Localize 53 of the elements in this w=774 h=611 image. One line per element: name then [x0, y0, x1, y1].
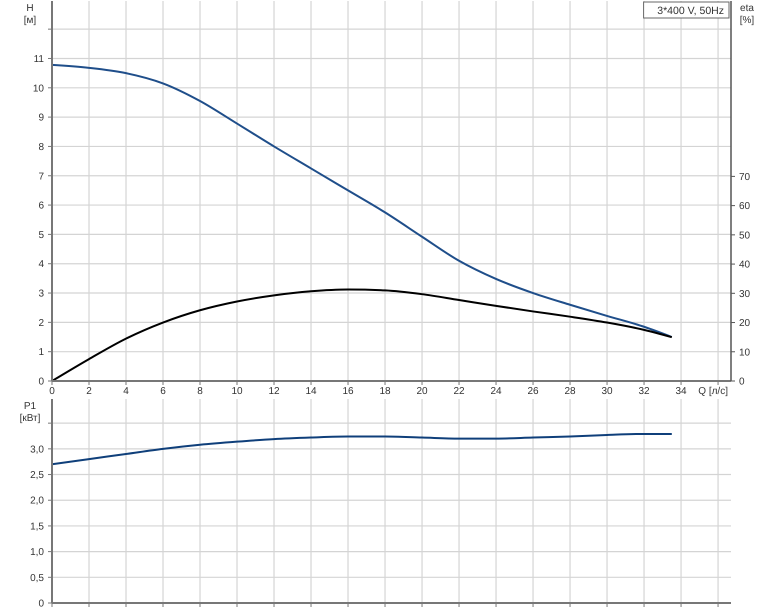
y-tick-label: 9 — [38, 112, 44, 124]
y-tick-label: 5 — [38, 230, 44, 241]
y2-tick-label: 60 — [739, 201, 751, 212]
line-series — [51, 64, 673, 338]
x-tick-label: 22 — [453, 386, 466, 397]
y-tick-label: 0,5 — [30, 572, 44, 584]
y-tick-label: 2 — [38, 318, 44, 329]
y2-tick-label: 40 — [739, 260, 751, 271]
y2-tick-label: 20 — [739, 318, 751, 330]
x-tick-label: 26 — [527, 386, 540, 397]
x-tick-label: 34 — [675, 386, 688, 397]
x-axis-title: Q [л/с] — [698, 386, 728, 397]
y-tick-label: 0 — [38, 376, 44, 388]
y2-tick-label: 30 — [739, 288, 751, 300]
y-tick-label: 1,0 — [30, 547, 44, 558]
x-tick-label: 14 — [305, 386, 318, 397]
y-tick-label: 6 — [38, 200, 44, 212]
y2-tick-label: 10 — [739, 347, 751, 358]
x-tick-label: 28 — [564, 386, 576, 397]
x-tick-label: 10 — [231, 386, 244, 397]
y-tick-label: 2,5 — [30, 470, 44, 482]
x-tick-label: 6 — [160, 386, 166, 397]
y2-axis-title: eta [%] — [740, 3, 754, 26]
y2-tick-label: 50 — [739, 230, 751, 242]
x-tick-label: 12 — [268, 386, 280, 397]
x-tick-label: 2 — [86, 386, 92, 397]
y-tick-label: 4 — [38, 259, 44, 270]
line-series — [51, 288, 673, 382]
y-tick-label: 8 — [38, 142, 44, 153]
y-axis-title: P1 [кВт] — [20, 401, 41, 424]
x-tick-label: 16 — [342, 386, 354, 397]
y-tick-label: 0 — [38, 598, 44, 610]
x-tick-label: 20 — [416, 386, 428, 397]
y-tick-label: 3 — [38, 288, 44, 300]
y-tick-label: 1 — [38, 347, 44, 358]
y-tick-label: 11 — [34, 54, 44, 65]
y-tick-label: 7 — [38, 171, 44, 182]
x-tick-label: 4 — [123, 386, 130, 397]
x-tick-label: 8 — [197, 386, 204, 397]
x-tick-label: 30 — [601, 386, 614, 397]
x-tick-label: 0 — [49, 386, 56, 397]
y-tick-label: 1,5 — [30, 521, 44, 532]
x-tick-label: 18 — [379, 386, 392, 397]
y-tick-label: 3,0 — [30, 444, 44, 456]
y-tick-label: 10 — [32, 83, 44, 94]
y-axis-title: H [м] — [24, 3, 36, 26]
line-series — [51, 432, 673, 466]
x-tick-label: 24 — [490, 386, 502, 397]
y2-tick-label: 70 — [739, 172, 751, 183]
x-tick-label: 32 — [638, 386, 650, 397]
annotation: 3*400 V, 50Hz — [657, 5, 724, 17]
y-tick-label: 2,0 — [30, 496, 44, 507]
y2-tick-label: 0 — [739, 376, 745, 388]
